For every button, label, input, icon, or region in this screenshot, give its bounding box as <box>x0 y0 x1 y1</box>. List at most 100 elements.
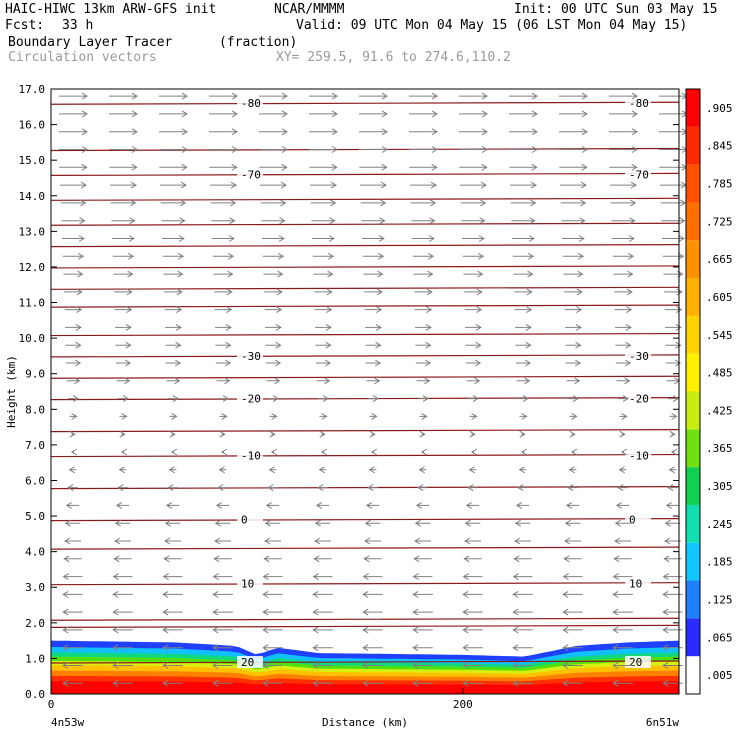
wind-vector <box>568 395 579 403</box>
wind-vector <box>165 359 182 367</box>
wind-vector <box>459 163 488 171</box>
wind-vector <box>509 146 538 153</box>
wind-vector <box>517 484 528 492</box>
contour-line-20 <box>50 660 680 664</box>
contour-label: -20 <box>629 393 649 406</box>
wind-vector <box>615 341 632 349</box>
wind-vector <box>512 235 535 242</box>
wind-vector <box>109 92 138 100</box>
wind-vector <box>260 181 287 189</box>
wind-vector <box>618 395 629 403</box>
wind-vector <box>309 163 338 171</box>
contour-line-10 <box>50 582 680 586</box>
wind-vector <box>563 555 582 563</box>
wind-vector <box>259 128 288 136</box>
wind-vector <box>59 92 88 100</box>
wind-vector <box>462 608 483 616</box>
wind-vector <box>509 163 538 171</box>
wind-vector <box>419 430 426 438</box>
wind-vector <box>112 662 133 669</box>
colorbar-label: .365 <box>706 442 733 455</box>
wind-vector <box>515 359 532 367</box>
colorbar-swatch <box>686 240 700 279</box>
wind-vector <box>262 644 283 652</box>
wind-vector <box>312 573 333 581</box>
wind-vector <box>259 92 288 100</box>
wind-vector <box>461 217 486 225</box>
wind-vector <box>559 146 588 153</box>
wind-vector <box>412 590 433 598</box>
y-tick-label: 7.0 <box>25 439 45 452</box>
wind-vector <box>220 448 228 456</box>
wind-vector <box>65 359 82 367</box>
contour-label: -10 <box>629 450 649 463</box>
wind-vector <box>364 519 381 527</box>
wind-vector <box>412 644 433 652</box>
wind-vector <box>311 217 336 225</box>
wind-vector <box>467 484 478 492</box>
wind-vector <box>312 644 333 652</box>
wind-vector <box>62 590 83 598</box>
wind-vector <box>119 412 128 420</box>
wind-vector <box>62 573 83 581</box>
wind-vector <box>565 359 582 367</box>
colorbar-label: .125 <box>706 593 733 606</box>
wind-vector <box>512 608 533 616</box>
wind-vector <box>309 110 338 118</box>
wind-vector <box>67 484 78 492</box>
wind-vector <box>314 537 331 545</box>
wind-vector <box>265 341 282 349</box>
wind-vector <box>564 306 583 314</box>
wind-vector <box>665 501 680 509</box>
contour-label-bg <box>237 392 263 405</box>
contour-label-bg <box>625 577 651 590</box>
contour-line--30 <box>50 354 680 358</box>
wind-vector <box>662 573 683 581</box>
wind-vector <box>611 217 636 225</box>
colorbar-label: .005 <box>706 669 733 682</box>
wind-vector <box>659 128 688 136</box>
wind-vector <box>312 608 333 616</box>
wind-vector <box>212 679 233 687</box>
wind-vector <box>115 501 130 509</box>
wind-vector <box>112 644 133 652</box>
wind-vector <box>110 181 137 189</box>
wind-vector <box>565 323 582 331</box>
wind-vector <box>62 644 83 652</box>
wind-vector <box>665 323 682 331</box>
wind-vector <box>159 146 188 153</box>
wind-vector <box>159 110 188 118</box>
contour-line <box>50 304 680 308</box>
wind-vector <box>412 573 433 581</box>
wind-vector <box>462 662 483 669</box>
x-tick-label: 200 <box>453 698 473 711</box>
contour-label: -80 <box>629 97 649 110</box>
wind-vector <box>312 252 335 260</box>
contour-line-0 <box>50 518 680 522</box>
y-tick-label: 14.0 <box>19 190 46 203</box>
wind-vector <box>118 466 127 474</box>
contour-line <box>50 286 680 290</box>
wind-vector <box>619 412 628 420</box>
wind-vector <box>462 626 483 634</box>
wind-vector <box>368 466 377 474</box>
wind-vector <box>312 626 333 634</box>
wind-vector <box>612 252 635 260</box>
wind-vector <box>59 163 88 171</box>
wind-vector <box>115 323 132 331</box>
wind-vector <box>359 163 388 171</box>
wind-vector <box>214 306 233 314</box>
wind-vector <box>266 377 281 385</box>
wind-vector <box>609 92 638 100</box>
wind-vector <box>362 235 385 242</box>
wind-vector <box>662 252 685 260</box>
wind-vector <box>168 466 177 474</box>
wind-vector <box>209 163 238 171</box>
wind-vector <box>113 555 132 563</box>
wind-vector <box>662 235 685 242</box>
y-tick-label: 11.0 <box>19 297 46 310</box>
wind-vector <box>612 662 633 669</box>
wind-vector <box>410 199 437 207</box>
wind-vector <box>312 662 333 669</box>
wind-vector <box>664 537 681 545</box>
